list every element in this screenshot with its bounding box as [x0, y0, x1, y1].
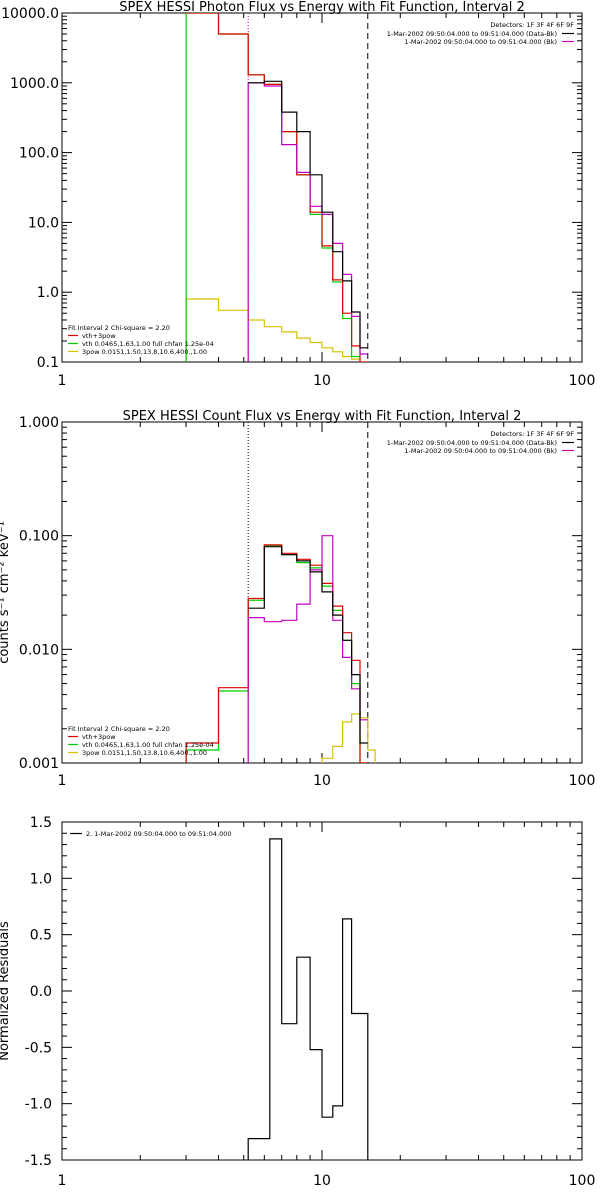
legend-entry: 1-Mar-2002 09:50:04.000 to 09:51:04.000 … [387, 439, 557, 447]
legend-residuals: 2. 1-Mar-2002 09:50:04.000 to 09:51:04.0… [70, 830, 232, 838]
y-tick-label: 1000.0 [10, 76, 59, 92]
legend-fit: Fit Interval 2 Chi-square = 2.20vth+3pow… [68, 324, 214, 356]
series-1-mar-2002 [247, 535, 368, 763]
series-vth [185, 13, 360, 362]
y-axis-label: Normalized Residuals [0, 921, 12, 1061]
detectors-label: Detectors: 1F 3F 4F 6F 9F [490, 21, 574, 29]
photon-flux-panel: SPEX HESSI Photon Flux vs Energy with Fi… [1, 0, 595, 389]
legend-entry: 2. 1-Mar-2002 09:50:04.000 to 09:51:04.0… [86, 830, 232, 838]
series-1-mar-2002 [248, 80, 368, 349]
y-tick-label: 0.100 [19, 529, 59, 545]
x-tick-label: 100 [569, 373, 596, 389]
legend-top-right: Detectors: 1F 3F 4F 6F 9F1-Mar-2002 09:5… [387, 21, 575, 46]
y-tick-label: 0.010 [19, 642, 59, 658]
y-tick-label: 10000.0 [1, 6, 59, 22]
legend-entry: vth 0.0465,1.63,1.00 full chfan 1.25e-04 [82, 340, 214, 348]
count-flux-panel: SPEX HESSI Count Flux vs Energy with Fit… [0, 409, 595, 789]
legend-entry: 3pow 0.0151,1.50,13.8,10.6,400.,1.00 [82, 348, 207, 356]
series-vth-3pow [186, 13, 368, 362]
x-tick-label: 1 [58, 773, 67, 789]
y-tick-label: 100.0 [19, 146, 59, 162]
series-1-mar-2002 [247, 82, 368, 362]
detectors-label: Detectors: 1F 3F 4F 6F 9F [490, 430, 574, 438]
series-3pow [185, 298, 361, 362]
legend-entry: Fit Interval 2 Chi-square = 2.20 [68, 725, 170, 733]
y-tick-label: -1.5 [25, 1153, 52, 1169]
x-tick-label: 1 [58, 1173, 67, 1189]
y-tick-label: -1.0 [25, 1097, 52, 1113]
y-tick-label: 0.1 [37, 355, 59, 371]
residuals-panel: Normalized Residuals 1 10 100 -1.5 -1.0 -0.5 0.… [0, 815, 595, 1189]
series-2- [247, 838, 369, 1160]
x-tick-label: 10 [313, 373, 331, 389]
legend-entry: vth 0.0465,1.63,1.00 full chfan 1.25e-04 [82, 741, 214, 749]
series-3pow [321, 713, 376, 763]
legend-entry: Fit Interval 2 Chi-square = 2.20 [68, 324, 170, 332]
y-tick-label: 1.0 [37, 285, 59, 301]
y-tick-label: 0.001 [19, 756, 59, 772]
y-tick-label: 0.5 [30, 928, 52, 944]
x-tick-label: 100 [569, 1173, 596, 1189]
series-group [185, 13, 368, 362]
series-group [185, 535, 376, 763]
legend-top-right: Detectors: 1F 3F 4F 6F 9F1-Mar-2002 09:5… [387, 430, 575, 455]
y-tick-label: -0.5 [25, 1040, 52, 1056]
y-tick-label: 1.0 [30, 871, 52, 887]
legend-entry: 1-Mar-2002 09:50:04.000 to 09:51:04.000 … [404, 38, 557, 46]
x-tick-label: 100 [569, 773, 596, 789]
y-tick-label: 1.5 [30, 815, 52, 831]
chart-title: SPEX HESSI Count Flux vs Energy with Fit… [123, 409, 522, 424]
y-tick-label: 1.000 [19, 415, 59, 431]
legend-entry: 1-Mar-2002 09:50:04.000 to 09:51:04.000 … [387, 30, 557, 38]
legend-fit: Fit Interval 2 Chi-square = 2.20vth+3pow… [68, 725, 214, 757]
y-tick-label: 10.0 [28, 215, 59, 231]
legend-entry: vth+3pow [82, 332, 116, 340]
x-tick-label: 10 [313, 773, 331, 789]
legend-entry: 3pow 0.0151,1.50,13.8,10.6,400.,1.00 [82, 749, 207, 757]
x-tick-label: 10 [313, 1173, 331, 1189]
y-axis-label: counts s⁻¹ cm⁻² keV⁻¹ [0, 521, 12, 664]
series-vth-3pow [185, 544, 368, 763]
series-1-mar-2002 [248, 546, 368, 744]
legend-entry: vth+3pow [82, 733, 116, 741]
legend-entry: 1-Mar-2002 09:50:04.000 to 09:51:04.000 … [404, 447, 557, 455]
x-tick-label: 1 [58, 373, 67, 389]
series-group [247, 838, 369, 1160]
chart-title: SPEX HESSI Photon Flux vs Energy with Fi… [119, 0, 525, 15]
y-tick-label: 0.0 [30, 984, 52, 1000]
series-vth [185, 544, 368, 763]
